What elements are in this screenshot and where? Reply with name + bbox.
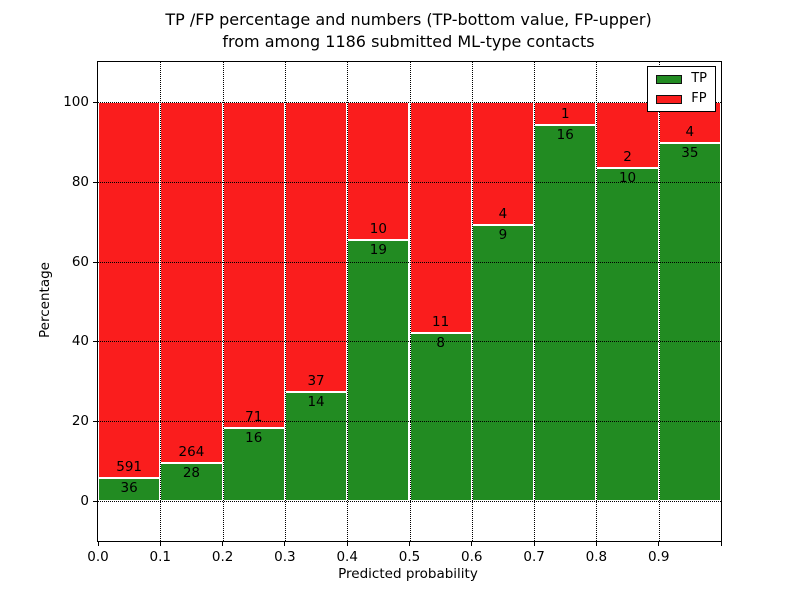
y-tick-mark xyxy=(93,181,97,183)
x-tick-label: 0.1 xyxy=(149,549,172,565)
bar-segment-fp xyxy=(222,101,285,428)
tp-count-label: 14 xyxy=(307,393,325,410)
y-tick-mark xyxy=(93,341,97,343)
x-tick-mark xyxy=(97,542,99,546)
x-gridline xyxy=(222,62,224,541)
x-tick-mark xyxy=(409,542,410,546)
chart-title-line1: TP /FP percentage and numbers (TP-bottom… xyxy=(165,10,652,29)
y-tick-mark xyxy=(93,501,97,503)
x-tick-mark xyxy=(346,542,348,546)
fp-count-label: 2 xyxy=(623,149,632,166)
bar-segment-fp xyxy=(284,101,348,392)
fp-count-label: 4 xyxy=(498,205,508,222)
y-tick-label: 100 xyxy=(63,93,89,110)
x-tick-label: 0.8 xyxy=(585,549,608,565)
x-gridline xyxy=(658,62,660,541)
tp-count-label: 36 xyxy=(120,480,138,497)
fp-count-label: 37 xyxy=(307,372,325,389)
fp-count-label: 11 xyxy=(432,313,450,330)
legend-swatch-fp xyxy=(656,94,683,104)
x-gridline xyxy=(534,62,536,541)
x-tick-mark xyxy=(720,542,722,546)
y-tick-mark xyxy=(93,101,97,103)
legend-item-tp: TP xyxy=(656,72,707,86)
fp-count-label: 591 xyxy=(116,459,143,476)
x-gridline xyxy=(160,62,162,541)
x-tick-mark xyxy=(595,542,597,546)
x-tick-mark xyxy=(658,542,660,546)
bar-segment-tp xyxy=(98,478,161,502)
x-tick-mark xyxy=(222,542,224,546)
x-tick-mark xyxy=(471,542,473,546)
y-axis-label: Percentage xyxy=(37,262,53,338)
x-gridline xyxy=(471,62,473,541)
y-tick-label: 20 xyxy=(71,413,89,430)
bar-segment-tp xyxy=(160,462,223,502)
x-tick-label: 0.3 xyxy=(274,549,296,565)
x-tick-label: 0.4 xyxy=(336,549,358,565)
bar-segment-fp xyxy=(596,101,659,169)
x-axis-label: Predicted probability xyxy=(338,566,478,582)
bar-segment-tp xyxy=(596,168,659,502)
tp-count-label: 35 xyxy=(681,144,699,161)
bar-segment-tp xyxy=(658,142,721,502)
tp-count-label: 10 xyxy=(618,170,637,187)
x-tick-label: 0.6 xyxy=(461,549,483,565)
tp-count-label: 19 xyxy=(369,241,387,258)
x-gridline xyxy=(409,62,411,541)
bar-segment-fp xyxy=(98,101,161,479)
x-tick-mark xyxy=(284,542,286,546)
fp-count-label: 71 xyxy=(245,408,263,425)
y-tick-label: 80 xyxy=(71,173,89,190)
x-gridline xyxy=(347,62,349,541)
y-tick-mark xyxy=(93,421,97,423)
tp-count-label: 8 xyxy=(436,334,445,351)
legend-label: TP xyxy=(691,71,707,86)
legend-item-fp: FP xyxy=(656,92,707,106)
x-tick-label: 0.5 xyxy=(398,549,421,565)
x-tick-label: 0.0 xyxy=(87,549,109,565)
bar-segment-tp xyxy=(222,427,285,502)
bar-segment-tp xyxy=(347,239,410,502)
tp-count-label: 16 xyxy=(556,127,574,144)
y-tick-label: 40 xyxy=(71,333,89,350)
legend-swatch-tp xyxy=(656,74,683,84)
y-tick-label: 60 xyxy=(71,253,89,270)
bar-segment-fp xyxy=(409,101,472,333)
x-tick-mark xyxy=(159,542,161,546)
bar-segment-tp xyxy=(471,224,535,502)
x-tick-label: 0.2 xyxy=(211,549,234,565)
fp-count-label: 10 xyxy=(369,220,387,237)
tp-count-label: 16 xyxy=(245,429,263,446)
x-gridline xyxy=(284,62,286,541)
y-tick-mark xyxy=(93,261,97,263)
x-tick-label: 0.9 xyxy=(647,549,670,565)
bar-segment-fp xyxy=(160,101,223,463)
chart-title-line2: from among 1186 submitted ML-type contac… xyxy=(222,32,595,51)
bar-segment-fp xyxy=(347,101,410,240)
tp-count-label: 28 xyxy=(182,464,201,481)
y-tick-label: 0 xyxy=(80,493,89,510)
x-gridline xyxy=(596,62,598,541)
x-tick-mark xyxy=(533,542,535,546)
fp-count-label: 4 xyxy=(685,123,695,140)
fp-count-label: 264 xyxy=(178,443,205,460)
legend: TP FP xyxy=(647,66,716,112)
legend-label: FP xyxy=(691,91,707,106)
fp-count-label: 1 xyxy=(560,106,570,123)
plot-area: TP FP 591 36 264 28 71 16 37 14 10 19 11 8 4 9 1 16 2 10 4 3… xyxy=(63,61,722,565)
bar-segment-tp xyxy=(409,332,472,502)
tp-count-label: 9 xyxy=(498,226,508,243)
x-tick-label: 0.7 xyxy=(523,549,545,565)
